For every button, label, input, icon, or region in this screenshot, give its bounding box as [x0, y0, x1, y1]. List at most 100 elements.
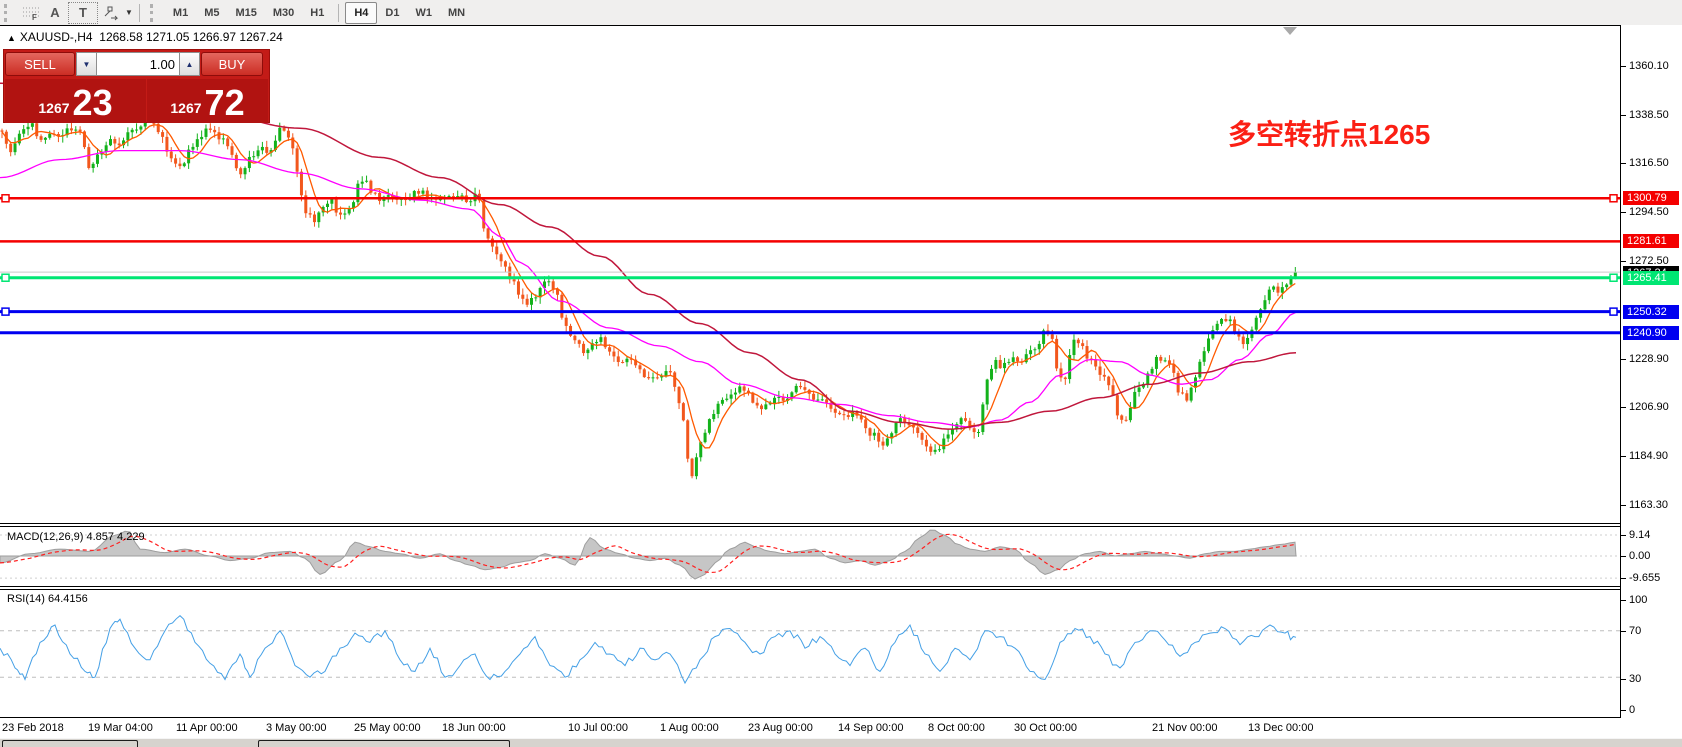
date-axis-label: 25 May 00:00: [354, 722, 421, 734]
axis-tick: [1621, 710, 1626, 711]
date-axis-label: 21 Nov 00:00: [1152, 722, 1218, 734]
axis-tick: [1621, 261, 1626, 262]
timeframe-button-w1[interactable]: W1: [415, 6, 432, 19]
toolbar-separator: [138, 3, 140, 22]
rsi-line: [0, 615, 1297, 685]
axis-tick: [1621, 505, 1626, 506]
line-handle: [1, 273, 10, 282]
chart-shift-marker[interactable]: [1283, 27, 1297, 35]
axis-tick: [1621, 115, 1626, 116]
price-level-badge: 1265.41: [1623, 270, 1679, 285]
chart-window[interactable]: ▲ XAUUSD-,H4 1268.58 1271.05 1266.97 1267…: [0, 25, 1621, 718]
panel-divider: [0, 586, 1621, 587]
price-scale[interactable]: 1360.10 1338.50 1316.50 1294.50 1272.50 1228.…: [1621, 25, 1682, 718]
timeframe-button-m30[interactable]: M30: [272, 6, 295, 19]
axis-tick: [1621, 535, 1626, 536]
axis-tick: [1621, 456, 1626, 457]
collapse-arrow-icon[interactable]: ▲: [7, 33, 16, 43]
macd-signal-line: [0, 533, 1296, 574]
line-handle: [1, 307, 10, 316]
volume-input[interactable]: [97, 52, 179, 76]
candles: [0, 113, 1297, 480]
axis-tick-label: 1360.10: [1629, 60, 1669, 72]
axis-tick-label: 0.00: [1629, 550, 1651, 562]
date-axis-label: 23 Feb 2018: [2, 722, 64, 734]
date-axis-label: 10 Jul 00:00: [568, 722, 628, 734]
axis-tick: [1621, 212, 1626, 213]
price-level-badge: 1300.79: [1623, 191, 1679, 206]
buy-price-display[interactable]: 1267 72: [147, 79, 268, 123]
panel-divider: [0, 589, 1621, 590]
price-level-badge: 1250.32: [1623, 304, 1679, 319]
top-toolbar: F A T ▼ M1 M5 M15 M30 H1 H4 D1 W1 MN: [0, 0, 1682, 26]
line-handle: [1609, 194, 1618, 203]
grid-f-icon[interactable]: F: [20, 3, 42, 23]
timeframe-button-d1[interactable]: D1: [385, 6, 400, 19]
toolbar-separator: [338, 3, 340, 22]
rsi-indicator-label: RSI(14) 64.4156: [7, 593, 88, 605]
axis-tick-label: 0: [1629, 704, 1636, 716]
axis-tick: [1621, 163, 1626, 164]
timeframe-button-mn[interactable]: MN: [447, 6, 466, 19]
buy-price-big: 72: [204, 82, 245, 123]
chart-title: ▲ XAUUSD-,H4 1268.58 1271.05 1266.97 1267…: [7, 30, 283, 44]
toolbar-gripper[interactable]: [4, 3, 15, 22]
sell-button[interactable]: SELL: [5, 52, 75, 76]
main-price-chart[interactable]: [0, 25, 1620, 523]
text-tool-icon[interactable]: T: [68, 1, 98, 24]
axis-tick-label: 1272.50: [1629, 255, 1669, 267]
macd-histogram: [0, 529, 1297, 580]
toolbar-gripper-2[interactable]: [149, 3, 161, 22]
line-handle: [1609, 273, 1618, 282]
axis-tick: [1621, 578, 1626, 579]
timeframe-button-m15[interactable]: M15: [235, 6, 257, 19]
panel-divider: [0, 526, 1621, 527]
date-axis-label: 1 Aug 00:00: [660, 722, 719, 734]
axis-tick-label: 100: [1629, 594, 1648, 606]
axis-tick-label: 1338.50: [1629, 109, 1669, 121]
price-level-badge: 1281.61: [1623, 234, 1679, 249]
date-axis[interactable]: 23 Feb 2018 19 Mar 04:00 11 Apr 00:00 3 May…: [0, 718, 1621, 738]
chart-tab[interactable]: [2, 740, 138, 747]
date-axis-label: 8 Oct 00:00: [928, 722, 985, 734]
chart-right-border: [1620, 25, 1621, 717]
axis-tick: [1621, 556, 1626, 557]
timeframe-button-m5[interactable]: M5: [204, 6, 220, 19]
chart-tabs-strip[interactable]: [0, 738, 1682, 747]
axis-tick: [1621, 66, 1626, 67]
sell-price-display[interactable]: 1267 23: [5, 79, 146, 123]
volume-increase-button[interactable]: ▲: [179, 52, 200, 76]
chart-tab[interactable]: [258, 740, 510, 747]
chart-top-border: [0, 25, 1621, 26]
label-tool-icon[interactable]: A: [50, 5, 60, 20]
price-level-badge: 1240.90: [1623, 325, 1679, 340]
axis-tick: [1621, 407, 1626, 408]
date-axis-label: 23 Aug 00:00: [748, 722, 813, 734]
chart-annotation: 多空转折点1265: [1228, 119, 1431, 150]
axis-tick-label: 70: [1629, 625, 1642, 637]
arrows-tool-icon[interactable]: [100, 3, 122, 23]
axis-tick-label: 1294.50: [1629, 206, 1669, 218]
date-axis-label: 19 Mar 04:00: [88, 722, 153, 734]
macd-panel[interactable]: [0, 527, 1620, 586]
timeframe-button-m1[interactable]: M1: [172, 6, 189, 19]
svg-text:F: F: [32, 13, 37, 21]
axis-tick-label: 1206.90: [1629, 401, 1669, 413]
date-axis-label: 30 Oct 00:00: [1014, 722, 1077, 734]
date-axis-label: 3 May 00:00: [266, 722, 327, 734]
panel-divider: [0, 523, 1621, 524]
buy-button[interactable]: BUY: [201, 52, 263, 76]
symbol-period: XAUUSD-,H4: [19, 30, 93, 44]
panel-divider: [0, 717, 1621, 718]
volume-decrease-button[interactable]: ▼: [76, 52, 97, 76]
axis-tick-label: 9.14: [1629, 529, 1651, 541]
date-axis-label: 13 Dec 00:00: [1248, 722, 1314, 734]
rsi-panel[interactable]: [0, 589, 1620, 717]
timeframe-button-h1[interactable]: H1: [310, 6, 325, 19]
chevron-down-icon[interactable]: ▼: [125, 8, 133, 17]
axis-tick-label: 1228.90: [1629, 353, 1669, 365]
timeframe-button-h4[interactable]: H4: [345, 1, 378, 24]
ma-fast-line: [1, 124, 1296, 449]
